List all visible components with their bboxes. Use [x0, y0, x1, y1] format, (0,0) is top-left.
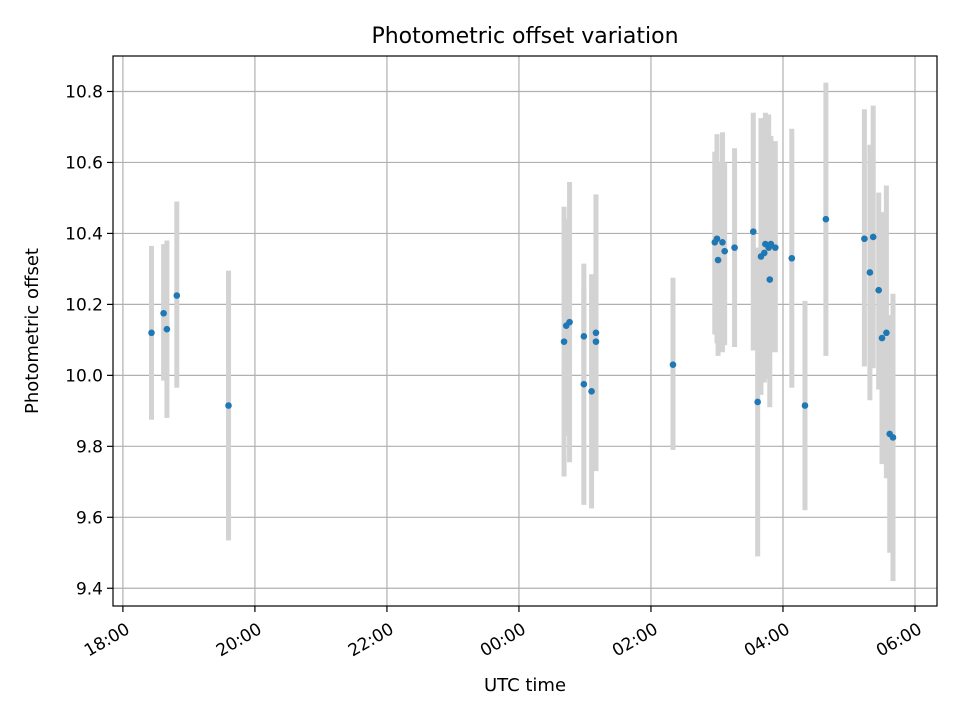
data-point [721, 247, 728, 255]
y-tick-label: 10.0 [65, 366, 103, 386]
x-axis-label: UTC time [484, 675, 566, 696]
data-point [766, 276, 774, 283]
data-point [580, 333, 588, 340]
y-tick-label: 9.8 [76, 437, 103, 457]
data-point [714, 256, 722, 264]
data-point [163, 325, 171, 333]
data-point [592, 338, 600, 345]
data-point [861, 235, 868, 243]
y-tick-label: 10.2 [65, 295, 103, 315]
chart-title: Photometric offset variation [371, 24, 678, 49]
y-tick-label: 10.4 [65, 224, 103, 244]
data-point [749, 228, 757, 235]
y-tick-label: 9.6 [76, 508, 103, 528]
data-point [878, 334, 886, 342]
data-point [889, 434, 897, 441]
data-point [767, 240, 775, 248]
grid [113, 56, 937, 606]
data-point [713, 235, 721, 243]
data-point [560, 338, 568, 345]
y-tick-label: 10.6 [65, 153, 103, 173]
data-point [883, 329, 890, 337]
data-point [566, 318, 573, 326]
data-point [754, 398, 761, 406]
data-point [866, 269, 874, 276]
data-point [173, 292, 181, 299]
y-axis-label: Photometric offset [22, 248, 43, 414]
data-point [160, 309, 167, 317]
data-point [731, 244, 738, 251]
y-tick-label: 9.4 [76, 579, 103, 599]
data-point [588, 388, 595, 395]
data-point [771, 244, 779, 251]
data-point [875, 286, 882, 294]
data-point [822, 215, 830, 223]
data-point [592, 329, 600, 337]
data-point [148, 329, 155, 337]
data-point [760, 249, 768, 257]
data-point [669, 361, 677, 369]
data-point [225, 402, 232, 409]
plot-frame [112, 55, 938, 607]
data-point [580, 380, 588, 388]
data-point [788, 254, 796, 262]
data-point [719, 238, 726, 246]
data-points [148, 215, 897, 441]
data-point [869, 233, 877, 241]
data-point [801, 402, 809, 409]
y-tick-label: 10.8 [65, 82, 103, 102]
